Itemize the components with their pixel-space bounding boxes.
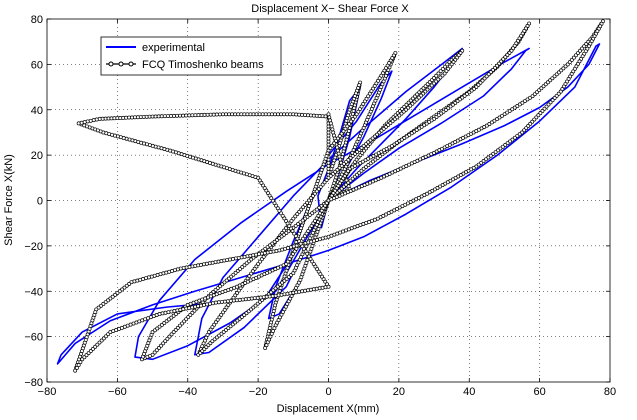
y-tick-label: 60	[31, 59, 43, 71]
series-point	[161, 341, 166, 346]
series-point	[159, 343, 163, 348]
y-tick-label: −60	[24, 332, 43, 344]
series-point	[78, 360, 83, 365]
series-line-loop-5	[56, 43, 601, 365]
axis-ticks: −80 −60 −40 −20 0 20 40 60 80 −80 −60 −40 −20 0 20 40 60…	[24, 14, 616, 398]
x-tick-label: 80	[604, 386, 616, 398]
y-tick-label: 20	[31, 150, 43, 162]
series-point	[152, 350, 157, 355]
series-point	[88, 118, 93, 123]
x-tick-label: 0	[325, 386, 331, 398]
series-point	[434, 73, 439, 78]
y-tick-label: −20	[24, 241, 43, 253]
x-tick-label: 60	[534, 386, 546, 398]
series-point	[438, 69, 443, 74]
series-point	[163, 339, 168, 344]
x-tick-label: −40	[178, 386, 197, 398]
y-tick-label: −40	[24, 286, 43, 298]
chart-title: Displacement X− Shear Force X	[251, 3, 409, 15]
series-fcq-timoshenko	[73, 19, 605, 373]
x-tick-label: −80	[38, 386, 57, 398]
y-tick-label: 40	[31, 105, 43, 117]
series-point	[445, 62, 450, 67]
series-point	[74, 365, 79, 370]
legend-marker-fcq-3	[128, 61, 134, 67]
x-axis-label: Displacement X(mm)	[277, 403, 380, 415]
series-point	[443, 64, 448, 69]
series-point	[171, 330, 176, 335]
series-line-loop-4	[134, 47, 530, 361]
series-point	[169, 332, 174, 337]
series-point	[91, 118, 96, 123]
series-point	[76, 363, 81, 367]
series-layer	[56, 19, 605, 373]
y-tick-label: −80	[24, 377, 43, 389]
series-point	[156, 346, 161, 350]
legend-marker-fcq-1	[108, 61, 114, 67]
y-tick-label: 80	[31, 14, 43, 26]
x-tick-label: 40	[463, 386, 475, 398]
series-point	[167, 334, 172, 339]
y-tick-label: 0	[37, 196, 43, 208]
series-point	[82, 120, 87, 125]
series-point	[73, 368, 78, 373]
series-point	[154, 348, 159, 353]
legend-marker-fcq-2	[118, 61, 124, 67]
series-point	[165, 336, 170, 341]
series-point	[447, 60, 452, 65]
legend-box	[100, 36, 282, 76]
series-point	[323, 114, 328, 119]
x-tick-label: −20	[249, 386, 268, 398]
series-point	[440, 66, 445, 71]
x-tick-label: 20	[393, 386, 405, 398]
legend: experimental FCQ Timoshenko beams	[100, 36, 282, 76]
legend-label-fcq: FCQ Timoshenko beams	[142, 59, 264, 71]
y-axis-label: Shear Force X(kN)	[3, 154, 15, 246]
legend-label-experimental: experimental	[142, 42, 205, 54]
x-tick-label: −60	[108, 386, 127, 398]
series-point	[436, 71, 441, 76]
series-point	[79, 120, 84, 125]
series-point	[432, 76, 437, 80]
grid-lines	[47, 19, 610, 382]
